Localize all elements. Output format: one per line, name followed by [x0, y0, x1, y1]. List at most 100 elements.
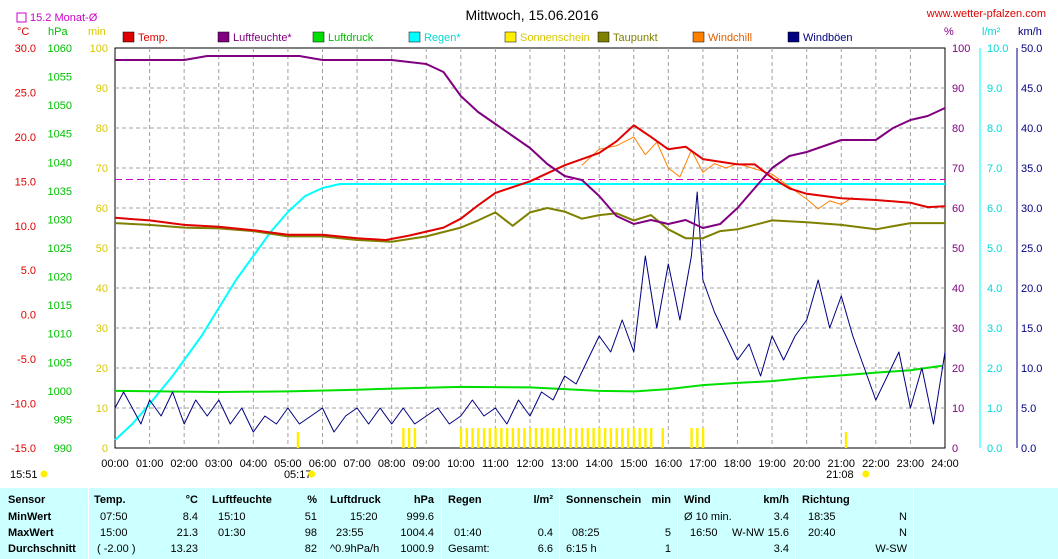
stats-direction-header: Richtung [802, 494, 850, 506]
stats-temp-max: 21.3 [176, 527, 198, 539]
sunshine-bar [644, 428, 647, 448]
rain-unit-label: l/m² [982, 26, 1001, 38]
x-tick-label: 24:00 [931, 458, 959, 470]
legend-label: Luftdruck [328, 32, 374, 44]
stats-pressure-max-time: 23:55 [336, 527, 364, 539]
sunshine-tick-label: 0 [102, 443, 108, 455]
pressure-tick-label: 1000 [48, 386, 72, 398]
series-line [115, 55, 946, 229]
legend-swatch [504, 31, 517, 43]
pressure-tick-label: 1050 [48, 100, 72, 112]
sunshine-bar [477, 428, 480, 448]
sunshine-bar [615, 428, 618, 448]
rain-tick-label: 0.0 [987, 443, 1002, 455]
sunshine-bar [690, 428, 693, 448]
sunshine-bar [638, 428, 641, 448]
sunshine-tick-label: 70 [96, 163, 108, 175]
sunshine-tick-label: 90 [96, 83, 108, 95]
legend-label: Regen* [424, 32, 461, 44]
x-tick-label: 09:00 [412, 458, 440, 470]
series-line [114, 364, 943, 393]
humidity-tick-label: 70 [952, 163, 964, 175]
stats-col-pressure: Luftdruck hPa 15:20 23:55 ^0.9hPa/h 999.… [330, 488, 440, 559]
stats-sun-unit: min [651, 494, 671, 506]
sunshine-bar [557, 428, 561, 448]
current-time: 15:51 [10, 469, 38, 481]
stats-row-max: MaxWert [8, 527, 54, 539]
stats-row-min: MinWert [8, 511, 52, 523]
stats-rain-max-time: 01:40 [454, 527, 482, 539]
series-line [114, 207, 945, 243]
sunshine-bar [413, 428, 417, 448]
stats-sun-total: 1 [664, 543, 671, 555]
stats-rain-total: 6.6 [537, 543, 553, 555]
sunshine-tick-label: 10 [96, 403, 108, 415]
stats-col-sun: Sonnenschein min 08:25 6:15 h 5 1 [566, 488, 676, 559]
sunshine-bar [609, 428, 613, 448]
stats-direction-min: N [899, 511, 907, 523]
stats-temp-avg-note: ( -2.00 ) [97, 543, 136, 555]
pressure-tick-label: 990 [54, 443, 72, 455]
stats-pressure-header: Luftdruck [330, 494, 381, 506]
wind-tick-label: 20.0 [1021, 283, 1042, 295]
stats-divider [441, 488, 442, 559]
sunshine-bar [402, 428, 405, 448]
stats-humidity-max: 98 [304, 527, 317, 539]
sunshine-tick-label: 20 [96, 363, 108, 375]
humidity-tick-label: 30 [952, 323, 964, 335]
humidity-tick-label: 10 [952, 403, 964, 415]
sunshine-bar [546, 428, 549, 448]
x-tick-label: 00:00 [101, 458, 129, 470]
sunshine-bar [471, 428, 474, 448]
stats-temp-max-time: 15:00 [100, 527, 128, 539]
wind-tick-label: 5.0 [1021, 403, 1036, 415]
stats-direction-min-time: 18:35 [808, 511, 836, 523]
pressure-tick-label: 1020 [48, 272, 72, 284]
sunshine-bar [534, 428, 538, 448]
x-tick-label: 05:00 [274, 458, 302, 470]
legend-label: Temp. [138, 32, 168, 44]
x-tick-label: 11:00 [482, 458, 509, 470]
rain-tick-label: 10.0 [987, 43, 1008, 55]
sunshine-bar [575, 428, 578, 448]
temp-tick-label: 30.0 [15, 43, 36, 55]
stats-rain-total-label: Gesamt: [448, 543, 490, 555]
x-tick-label: 22:00 [862, 458, 890, 470]
x-tick-label: 06:00 [309, 458, 337, 470]
wind-tick-label: 40.0 [1021, 123, 1042, 135]
legend-label: Taupunkt [613, 32, 658, 44]
stats-temp-min-time: 07:50 [100, 511, 128, 523]
legend-swatch [408, 31, 421, 43]
x-tick-label: 15:00 [620, 458, 648, 470]
stats-wind-avg-label: Ø 10 min. [684, 511, 732, 523]
pressure-tick-label: 1035 [48, 186, 72, 198]
stats-temp-min: 8.4 [182, 511, 198, 523]
stats-col-sensor: Sensor MinWert MaxWert Durchschnitt [8, 488, 88, 559]
wind-tick-label: 0.0 [1021, 443, 1036, 455]
temp-unit-label: °C [17, 26, 29, 38]
rain-tick-label: 3.0 [987, 323, 1002, 335]
stats-wind-max: 15.6 [767, 527, 789, 539]
stats-sun-header: Sonnenschein [566, 494, 642, 506]
stats-rain-unit: l/m² [533, 494, 553, 506]
pressure-tick-label: 1015 [48, 300, 72, 312]
sunshine-bar [586, 428, 590, 448]
humidity-tick-label: 100 [952, 43, 970, 55]
stats-divider [88, 488, 89, 559]
stats-divider [559, 488, 560, 559]
stats-divider [205, 488, 206, 559]
x-tick-label: 04:00 [240, 458, 268, 470]
stats-humidity-header: Luftfeuchte [212, 494, 272, 506]
rain-tick-label: 6.0 [987, 203, 1002, 215]
chart-svg: 00:00 01:00 02:00 03:00 04:00 05:00 06:00 07:00… [10, 7, 1046, 481]
wind-tick-label: 25.0 [1021, 243, 1042, 255]
sunshine-bar [494, 428, 497, 448]
x-tick-label: 10:00 [447, 458, 475, 470]
stats-col-direction: Richtung 18:35 20:40 N N W-SW [802, 488, 912, 559]
sunshine-bar [621, 428, 624, 448]
temp-tick-label: 25.0 [15, 87, 36, 99]
legend-swatch [692, 31, 705, 43]
stats-humidity-unit: % [307, 494, 317, 506]
sunshine-bar [603, 428, 607, 448]
legend-swatch [597, 31, 610, 43]
